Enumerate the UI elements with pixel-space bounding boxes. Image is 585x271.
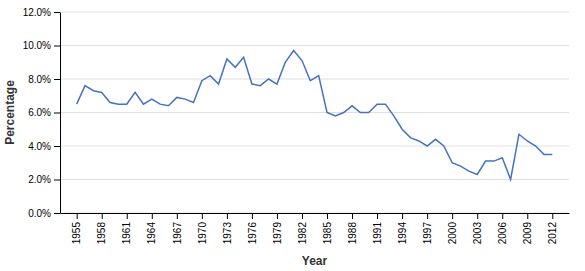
tick-label: 8.0% [28, 74, 51, 85]
tick-mark [54, 146, 60, 147]
x-axis: 1955 1958 1961 1964 1967 1970 1973 1976 1979 1982… [61, 213, 570, 244]
tick-mark [452, 213, 453, 219]
tick-label: 1961 [121, 222, 132, 245]
tick-mark [302, 213, 303, 219]
grid-line [60, 213, 569, 214]
tick-label: 2012 [547, 222, 558, 245]
tick-mark [54, 12, 60, 13]
tick-mark [377, 213, 378, 219]
x-tick: 1970 [197, 213, 208, 244]
tick-label: 1994 [397, 222, 408, 245]
tick-mark [152, 213, 153, 219]
tick-label: 12.0% [23, 7, 51, 18]
x-tick: 2000 [447, 213, 458, 244]
y-tick: 0.0% [28, 208, 60, 219]
tick-label: 2006 [497, 222, 508, 245]
x-tick: 2012 [547, 213, 558, 244]
grid-line [60, 179, 569, 180]
x-tick: 1988 [347, 213, 358, 244]
x-tick: 1979 [272, 213, 283, 244]
x-tick: 1964 [146, 213, 157, 244]
tick-label: 2000 [447, 222, 458, 245]
tick-mark [202, 213, 203, 219]
tick-mark [252, 213, 253, 219]
tick-mark [402, 213, 403, 219]
y-axis: 0.0% 2.0% 4.0% 6.0% 8.0% 10.0% 12.0% [23, 7, 61, 219]
tick-label: 1985 [322, 222, 333, 245]
tick-label: 1973 [222, 222, 233, 245]
tick-mark [477, 213, 478, 219]
tick-label: 2.0% [28, 174, 51, 185]
x-tick: 1991 [372, 213, 383, 244]
tick-mark [54, 113, 60, 114]
tick-label: 1967 [172, 222, 183, 245]
tick-mark [77, 213, 78, 219]
x-tick: 1985 [322, 213, 333, 244]
y-axis-title: Percentage [3, 80, 17, 145]
y-tick: 2.0% [28, 174, 60, 185]
x-tick: 2009 [522, 213, 533, 244]
x-tick: 1961 [121, 213, 132, 244]
tick-label: 10.0% [23, 40, 51, 51]
tick-label: 1982 [297, 222, 308, 245]
tick-label: 1988 [347, 222, 358, 245]
tick-mark [527, 213, 528, 219]
line [77, 51, 553, 180]
tick-label: 1958 [96, 222, 107, 245]
grid-line [60, 146, 569, 147]
axis-line [60, 13, 61, 214]
x-tick: 1955 [71, 213, 82, 244]
tick-mark [427, 213, 428, 219]
x-tick: 2003 [472, 213, 483, 244]
tick-mark [127, 213, 128, 219]
grid-line [60, 12, 569, 13]
tick-mark [227, 213, 228, 219]
x-tick: 1994 [397, 213, 408, 244]
y-tick: 6.0% [28, 107, 60, 118]
tick-mark [502, 213, 503, 219]
series [77, 51, 553, 180]
y-tick: 4.0% [28, 141, 60, 152]
y-tick: 8.0% [28, 74, 60, 85]
tick-label: 0.0% [28, 208, 51, 219]
grid-line [60, 112, 569, 113]
tick-label: 6.0% [28, 107, 51, 118]
tick-mark [352, 213, 353, 219]
axis-line [61, 213, 570, 214]
x-tick: 1997 [422, 213, 433, 244]
tick-label: 1991 [372, 222, 383, 245]
tick-mark [277, 213, 278, 219]
x-tick: 1958 [96, 213, 107, 244]
tick-label: 1997 [422, 222, 433, 245]
x-axis-title: Year [302, 254, 328, 268]
x-tick: 1973 [222, 213, 233, 244]
chart: 1955 1958 1961 1964 1967 1970 1973 1976 1979 1982… [0, 0, 585, 271]
tick-mark [552, 213, 553, 219]
tick-label: 2009 [522, 222, 533, 245]
tick-label: 1955 [71, 222, 82, 245]
y-tick: 10.0% [23, 40, 60, 51]
x-tick: 1967 [172, 213, 183, 244]
tick-mark [54, 180, 60, 181]
tick-mark [102, 213, 103, 219]
tick-mark [54, 79, 60, 80]
tick-label: 1976 [247, 222, 258, 245]
x-tick: 1982 [297, 213, 308, 244]
tick-mark [54, 213, 60, 214]
tick-mark [327, 213, 328, 219]
tick-label: 1964 [146, 222, 157, 245]
tick-label: 2003 [472, 222, 483, 245]
x-tick: 2006 [497, 213, 508, 244]
tick-mark [54, 46, 60, 47]
grid [60, 12, 569, 213]
grid-line [60, 45, 569, 46]
tick-label: 4.0% [28, 141, 51, 152]
tick-mark [177, 213, 178, 219]
plot: 1955 1958 1961 1964 1967 1970 1973 1976 1979 1982… [23, 7, 570, 245]
y-tick: 12.0% [23, 7, 60, 18]
tick-label: 1979 [272, 222, 283, 245]
tick-label: 1970 [197, 222, 208, 245]
x-tick: 1976 [247, 213, 258, 244]
